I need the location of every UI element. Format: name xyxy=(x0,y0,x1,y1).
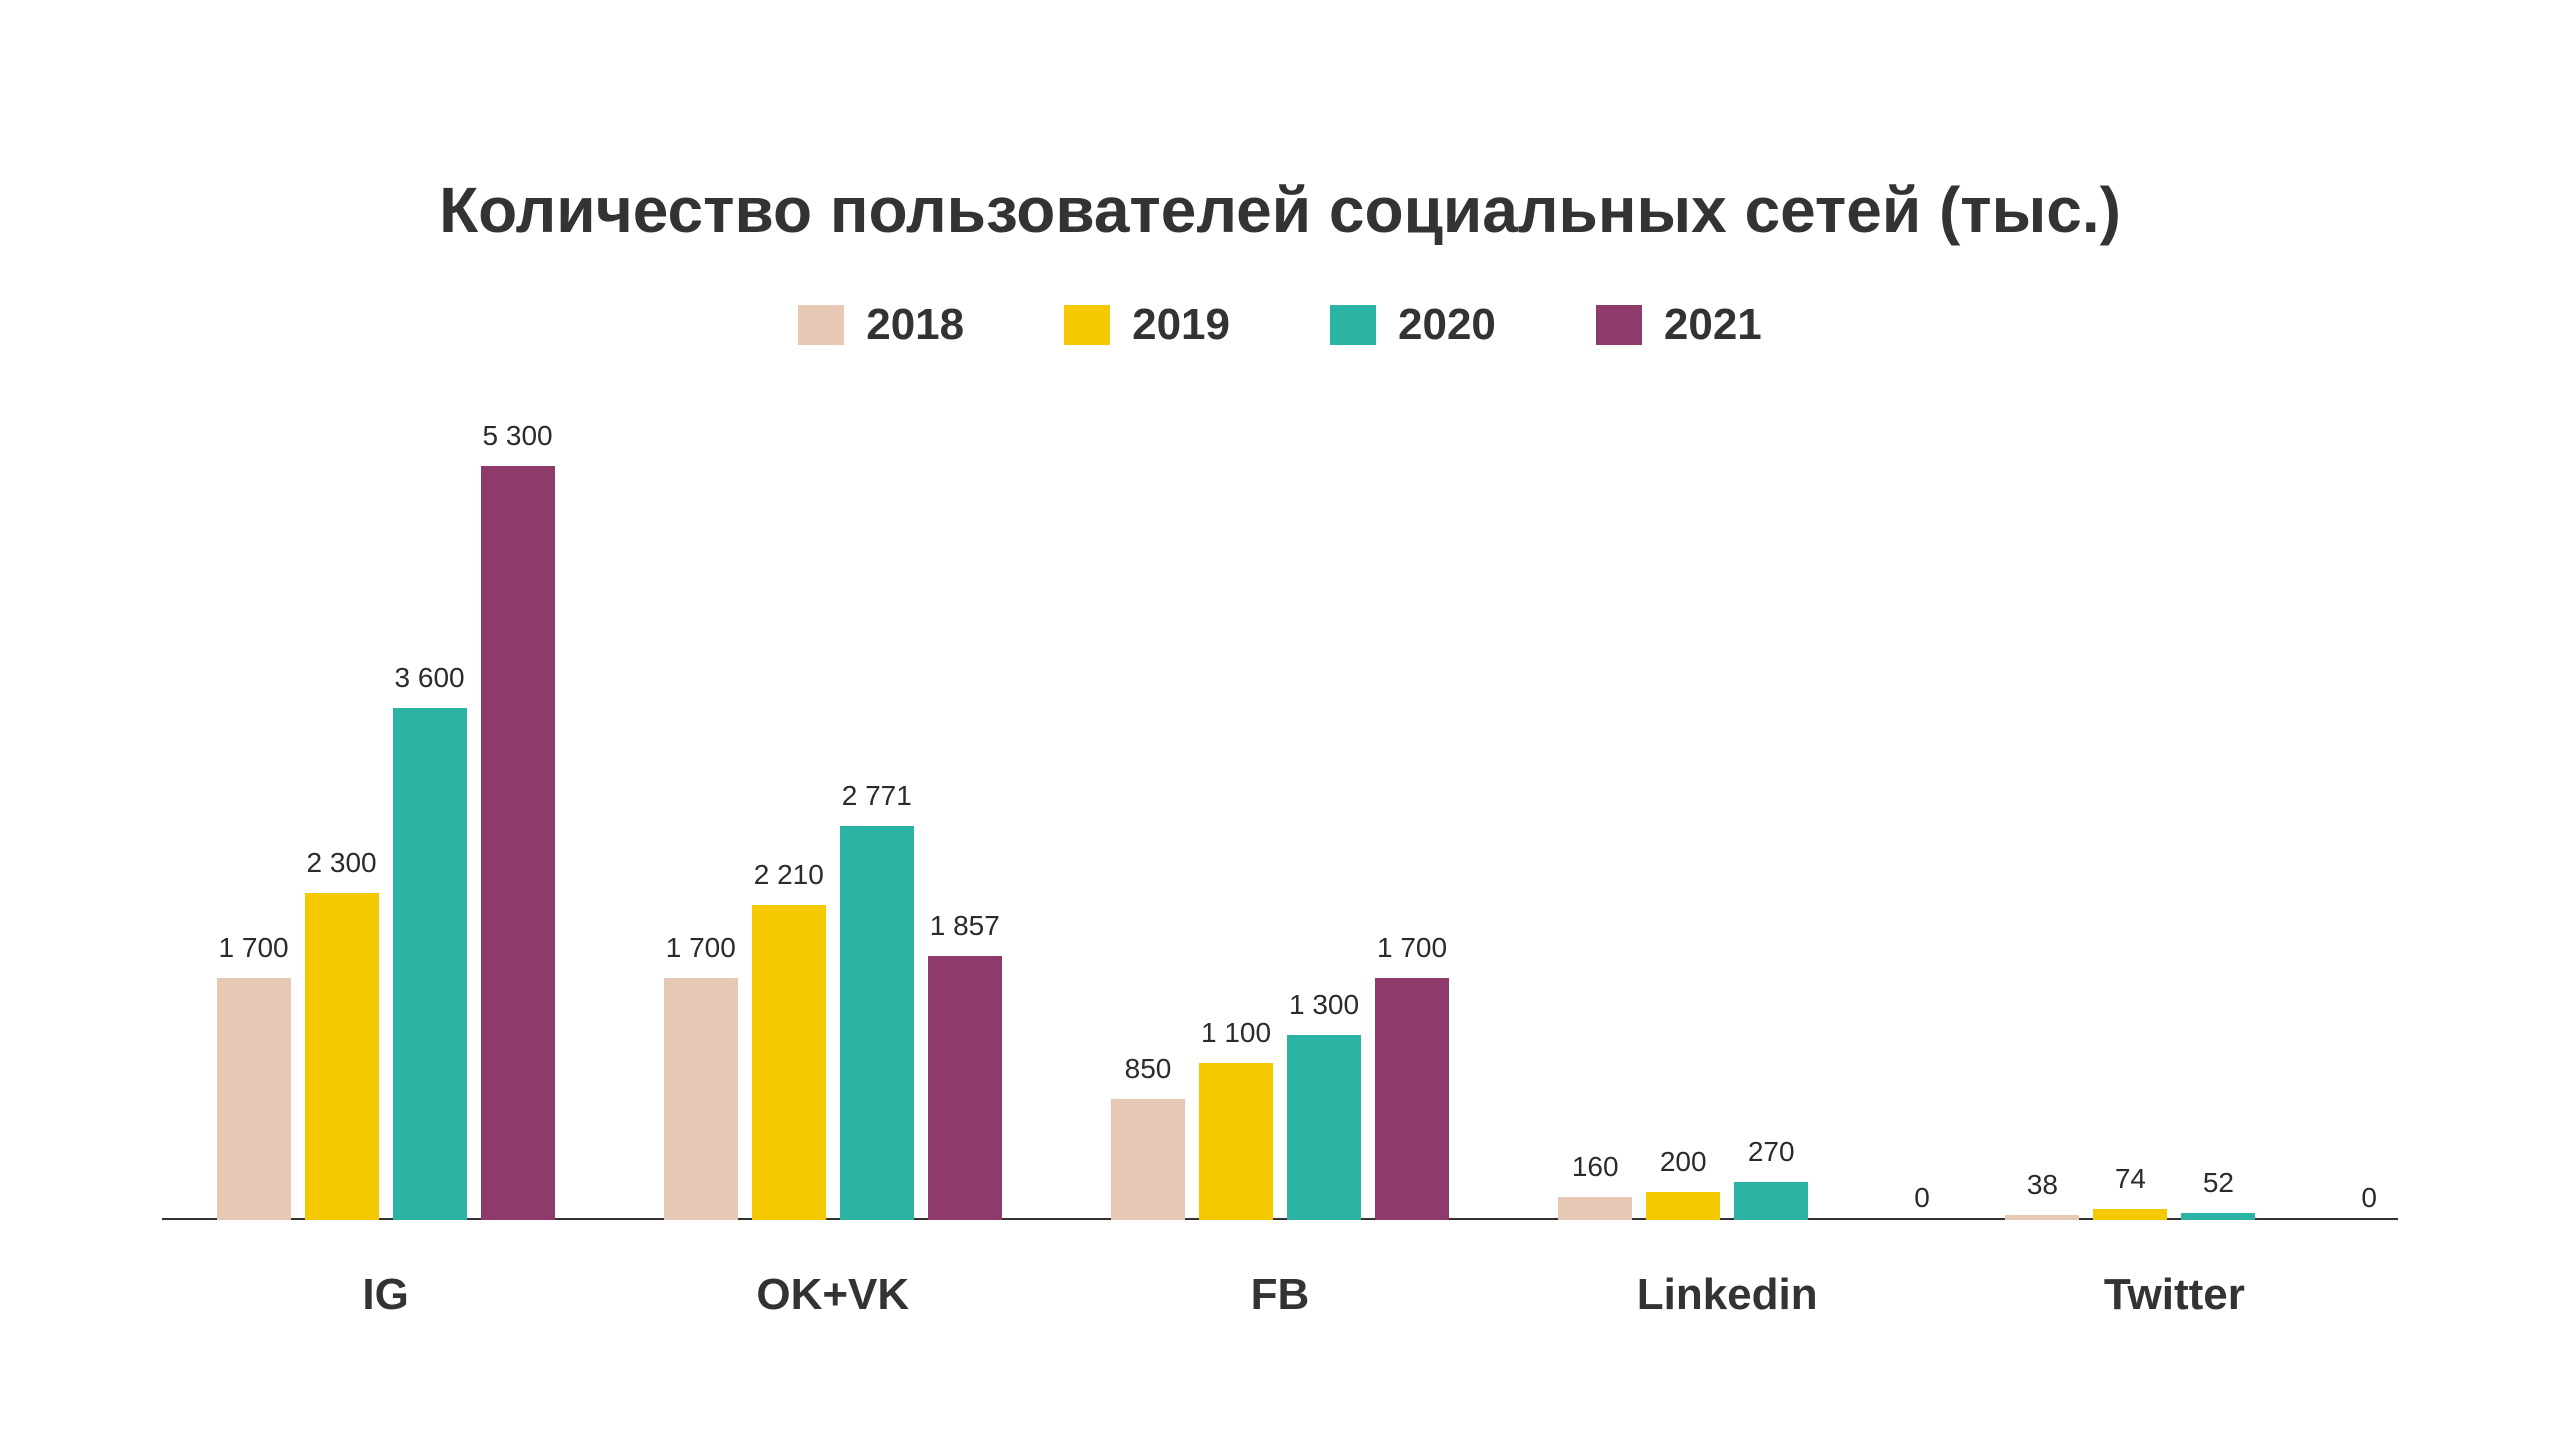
bar: 52 xyxy=(2181,1213,2255,1220)
category-label: FB xyxy=(1056,1270,1503,1320)
bar-value-label: 2 300 xyxy=(307,847,377,893)
bar-value-label: 2 771 xyxy=(842,780,912,826)
bar: 2 210 xyxy=(752,905,826,1220)
legend-label: 2021 xyxy=(1664,300,1762,350)
bar: 160 xyxy=(1558,1197,1632,1220)
bar: 74 xyxy=(2093,1209,2167,1220)
bar-value-label: 74 xyxy=(2115,1163,2146,1209)
bar: 200 xyxy=(1646,1192,1720,1220)
bar-value-label: 1 700 xyxy=(1377,932,1447,978)
category-label: OK+VK xyxy=(609,1270,1056,1320)
bar-value-label: 2 210 xyxy=(754,859,824,905)
legend-label: 2020 xyxy=(1398,300,1496,350)
bar-value-label: 160 xyxy=(1572,1151,1619,1197)
bar: 2 300 xyxy=(305,893,379,1220)
bar-group-FB: 8501 1001 3001 700 xyxy=(1111,430,1449,1220)
bar-value-label: 1 700 xyxy=(219,932,289,978)
bar-value-label: 52 xyxy=(2203,1167,2234,1213)
legend-item-2018: 2018 xyxy=(798,300,964,350)
bar-group-OK+VK: 1 7002 2102 7711 857 xyxy=(664,430,1002,1220)
bar-value-label: 1 857 xyxy=(930,910,1000,956)
legend-item-2019: 2019 xyxy=(1064,300,1230,350)
bar: 1 857 xyxy=(928,956,1002,1220)
legend-swatch-2019 xyxy=(1064,305,1110,345)
bar-value-label: 850 xyxy=(1125,1053,1172,1099)
legend-swatch-2018 xyxy=(798,305,844,345)
bar: 1 700 xyxy=(664,978,738,1220)
bar: 1 700 xyxy=(1375,978,1449,1220)
bar-value-label: 1 300 xyxy=(1289,989,1359,1035)
legend-swatch-2020 xyxy=(1330,305,1376,345)
bar-group-Linkedin: 1602002700 xyxy=(1558,430,1896,1220)
bar-value-label: 38 xyxy=(2027,1169,2058,1215)
bar-value-label: 5 300 xyxy=(483,420,553,466)
legend-label: 2019 xyxy=(1132,300,1230,350)
bar: 2 771 xyxy=(840,826,914,1220)
legend-label: 2018 xyxy=(866,300,964,350)
bar: 1 700 xyxy=(217,978,291,1220)
bar-value-label: 0 xyxy=(1914,1182,1930,1214)
category-label: IG xyxy=(162,1270,609,1320)
category-label: Linkedin xyxy=(1504,1270,1951,1320)
chart-legend: 2018 2019 2020 2021 xyxy=(0,300,2560,350)
bar-value-label: 3 600 xyxy=(395,662,465,708)
bar-group-Twitter: 3874520 xyxy=(2005,430,2343,1220)
legend-swatch-2021 xyxy=(1596,305,1642,345)
category-label: Twitter xyxy=(1951,1270,2398,1320)
bar: 1 300 xyxy=(1287,1035,1361,1220)
bar: 3 600 xyxy=(393,708,467,1220)
bar-value-label: 1 100 xyxy=(1201,1017,1271,1063)
bar-group-IG: 1 7002 3003 6005 300 xyxy=(217,430,555,1220)
bar: 850 xyxy=(1111,1099,1185,1220)
bar-value-label: 200 xyxy=(1660,1146,1707,1192)
bar: 38 xyxy=(2005,1215,2079,1220)
bar-value-label: 0 xyxy=(2361,1182,2377,1214)
bar-value-label: 1 700 xyxy=(666,932,736,978)
bar: 5 300 xyxy=(481,466,555,1220)
bar-value-label: 270 xyxy=(1748,1136,1795,1182)
chart-plot-area: 1 7002 3003 6005 300IG1 7002 2102 7711 8… xyxy=(162,430,2398,1220)
legend-item-2021: 2021 xyxy=(1596,300,1762,350)
chart-title: Количество пользователей социальных сете… xyxy=(0,175,2560,245)
bar: 1 100 xyxy=(1199,1063,1273,1220)
chart-stage: Количество пользователей социальных сете… xyxy=(0,0,2560,1440)
legend-item-2020: 2020 xyxy=(1330,300,1496,350)
bar: 270 xyxy=(1734,1182,1808,1220)
